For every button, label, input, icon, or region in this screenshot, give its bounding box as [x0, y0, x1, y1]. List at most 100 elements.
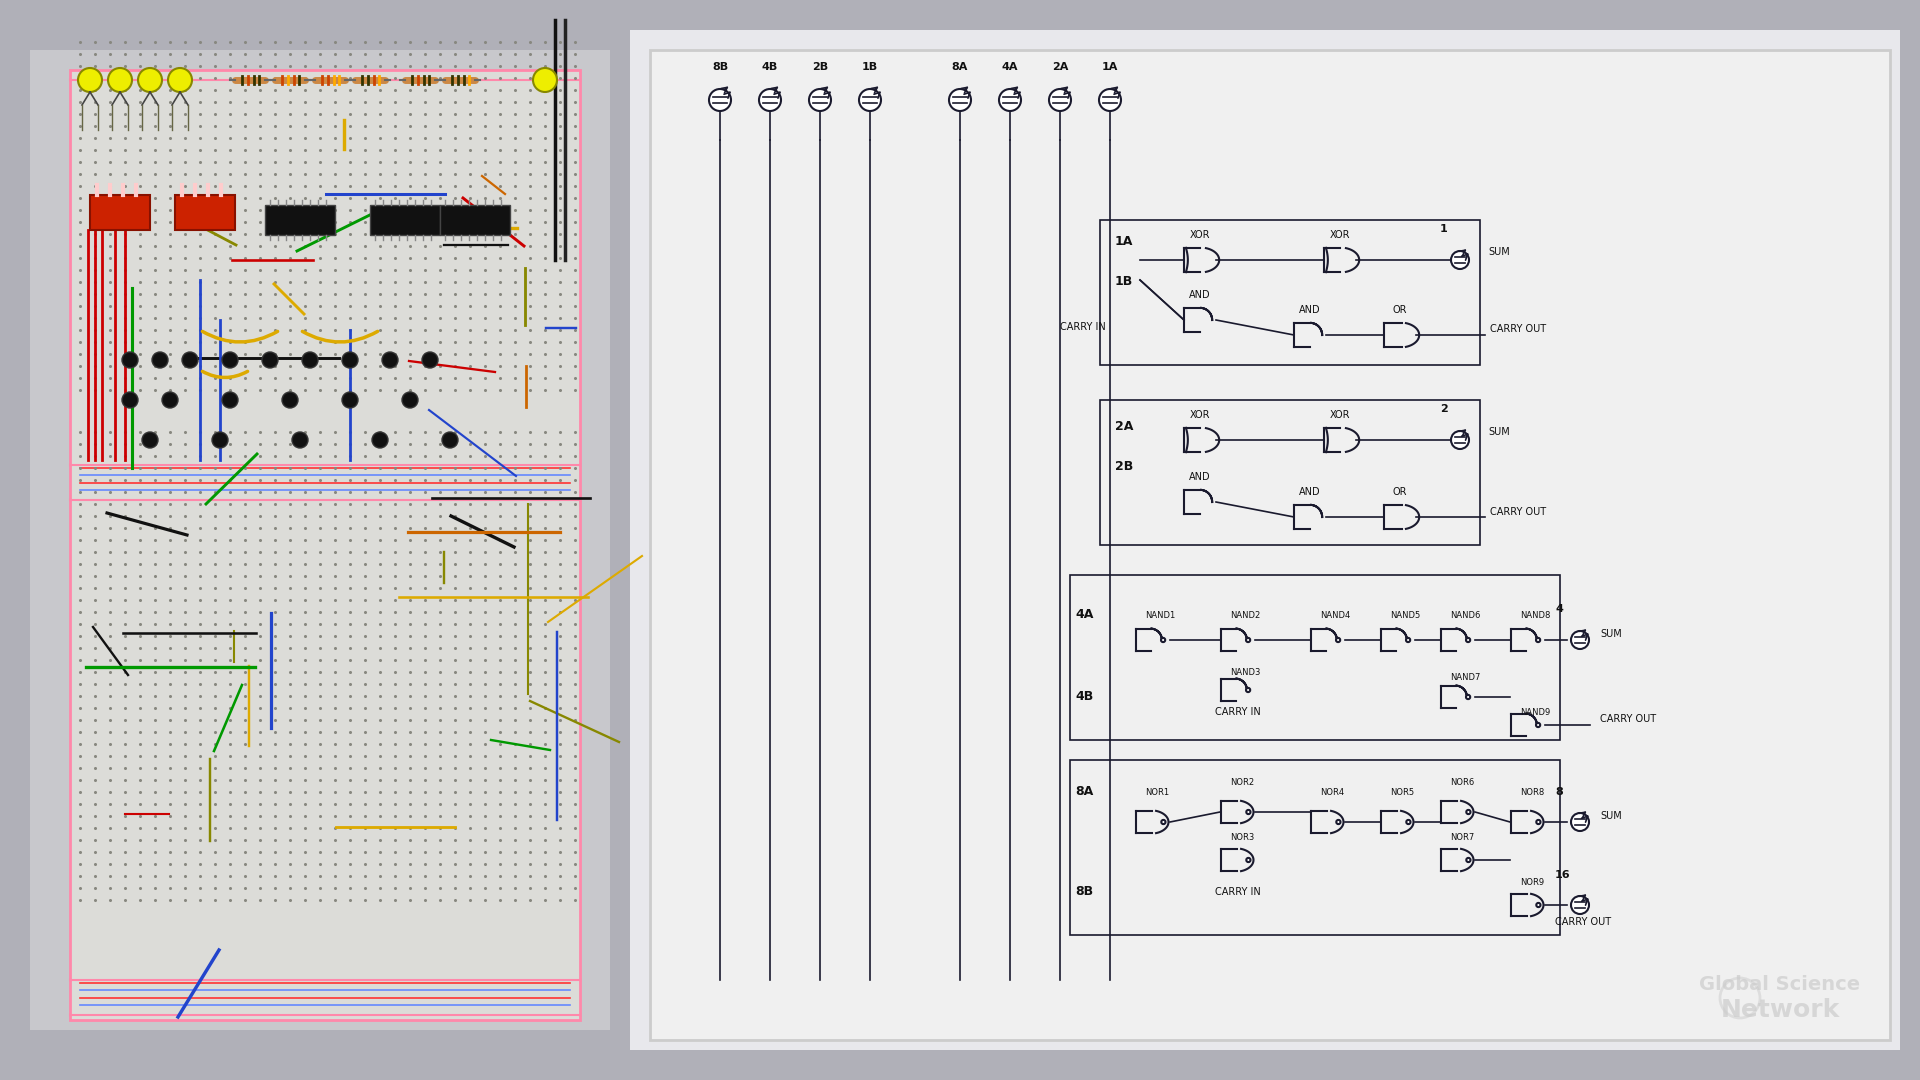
Text: NOR8: NOR8 [1521, 788, 1544, 797]
Bar [31, 50, 611, 1030]
Circle shape [1571, 896, 1590, 914]
Bar [630, 30, 1901, 1050]
Bar [90, 195, 150, 230]
Circle shape [142, 432, 157, 448]
Text: CARRY OUT: CARRY OUT [1490, 324, 1546, 334]
Text: NAND5: NAND5 [1390, 611, 1421, 620]
Circle shape [282, 392, 298, 408]
Circle shape [1405, 638, 1409, 643]
Text: 8A: 8A [952, 62, 968, 72]
Text: XOR: XOR [1331, 409, 1350, 420]
Text: 2B: 2B [1116, 460, 1133, 473]
Circle shape [1571, 631, 1590, 649]
Circle shape [108, 68, 132, 92]
Text: NOR2: NOR2 [1231, 778, 1254, 787]
Text: SUM: SUM [1599, 629, 1622, 639]
Circle shape [758, 89, 781, 111]
Text: SUM: SUM [1488, 427, 1509, 437]
Text: 8B: 8B [712, 62, 728, 72]
Circle shape [138, 68, 161, 92]
Text: NAND3: NAND3 [1231, 669, 1260, 677]
Text: Global Science: Global Science [1699, 975, 1860, 995]
Text: 4: 4 [1555, 604, 1563, 615]
Circle shape [1536, 723, 1540, 727]
Circle shape [998, 89, 1021, 111]
Text: 1A: 1A [1116, 235, 1133, 248]
Text: CARRY OUT: CARRY OUT [1599, 714, 1657, 724]
Circle shape [808, 89, 831, 111]
Circle shape [161, 392, 179, 408]
Text: NAND7: NAND7 [1450, 673, 1480, 681]
Text: 1: 1 [1440, 224, 1448, 234]
Text: NAND2: NAND2 [1231, 611, 1260, 620]
Text: XOR: XOR [1331, 230, 1350, 240]
Bar [1069, 760, 1559, 935]
Text: NOR9: NOR9 [1521, 878, 1544, 887]
Text: NOR5: NOR5 [1390, 788, 1415, 797]
Text: 8A: 8A [1075, 785, 1092, 798]
Text: XOR: XOR [1190, 409, 1210, 420]
Circle shape [858, 89, 881, 111]
Text: XOR: XOR [1190, 230, 1210, 240]
Text: 2A: 2A [1116, 420, 1133, 433]
Circle shape [948, 89, 972, 111]
Text: 1B: 1B [1116, 275, 1133, 288]
Bar [371, 205, 440, 235]
Circle shape [1048, 89, 1071, 111]
Text: 8: 8 [1555, 787, 1563, 797]
Text: Network: Network [1720, 998, 1839, 1022]
Bar [265, 205, 334, 235]
Text: NOR6: NOR6 [1450, 778, 1475, 787]
Circle shape [152, 352, 169, 368]
Text: 1B: 1B [862, 62, 877, 72]
Circle shape [1536, 638, 1540, 643]
Circle shape [1246, 810, 1250, 814]
Circle shape [1467, 858, 1471, 862]
Circle shape [123, 352, 138, 368]
Circle shape [261, 352, 278, 368]
Circle shape [1162, 638, 1165, 643]
Text: AND: AND [1300, 487, 1321, 497]
Text: 2A: 2A [1052, 62, 1068, 72]
Text: NAND9: NAND9 [1521, 708, 1549, 717]
Circle shape [1467, 638, 1471, 643]
Circle shape [382, 352, 397, 368]
Circle shape [1536, 820, 1540, 824]
Circle shape [1571, 813, 1590, 831]
Text: SUM: SUM [1488, 247, 1509, 257]
Text: NAND8: NAND8 [1521, 611, 1549, 620]
Circle shape [1246, 858, 1250, 862]
Bar [1100, 220, 1480, 365]
Circle shape [401, 392, 419, 408]
Circle shape [223, 392, 238, 408]
Circle shape [79, 68, 102, 92]
Text: AND: AND [1188, 472, 1212, 482]
Text: CARRY IN: CARRY IN [1215, 887, 1261, 897]
Text: NOR1: NOR1 [1144, 788, 1169, 797]
Circle shape [182, 352, 198, 368]
Text: 4A: 4A [1075, 608, 1092, 621]
Text: OR: OR [1392, 487, 1407, 497]
Circle shape [301, 352, 319, 368]
Circle shape [1162, 820, 1165, 824]
Circle shape [372, 432, 388, 448]
Circle shape [1098, 89, 1121, 111]
Circle shape [1467, 694, 1471, 699]
Text: 16: 16 [1555, 870, 1571, 880]
Text: 4B: 4B [762, 62, 778, 72]
Bar [1069, 575, 1559, 740]
Text: CARRY OUT: CARRY OUT [1490, 507, 1546, 517]
Bar [175, 195, 234, 230]
Circle shape [169, 68, 192, 92]
Text: AND: AND [1188, 289, 1212, 299]
Bar [651, 50, 1889, 1040]
Circle shape [211, 432, 228, 448]
Text: NOR4: NOR4 [1321, 788, 1344, 797]
Bar [440, 205, 511, 235]
Text: 2: 2 [1440, 404, 1448, 414]
Text: CARRY IN: CARRY IN [1060, 322, 1106, 332]
Circle shape [123, 392, 138, 408]
Text: NAND1: NAND1 [1144, 611, 1175, 620]
Circle shape [1536, 903, 1540, 907]
Circle shape [342, 352, 357, 368]
